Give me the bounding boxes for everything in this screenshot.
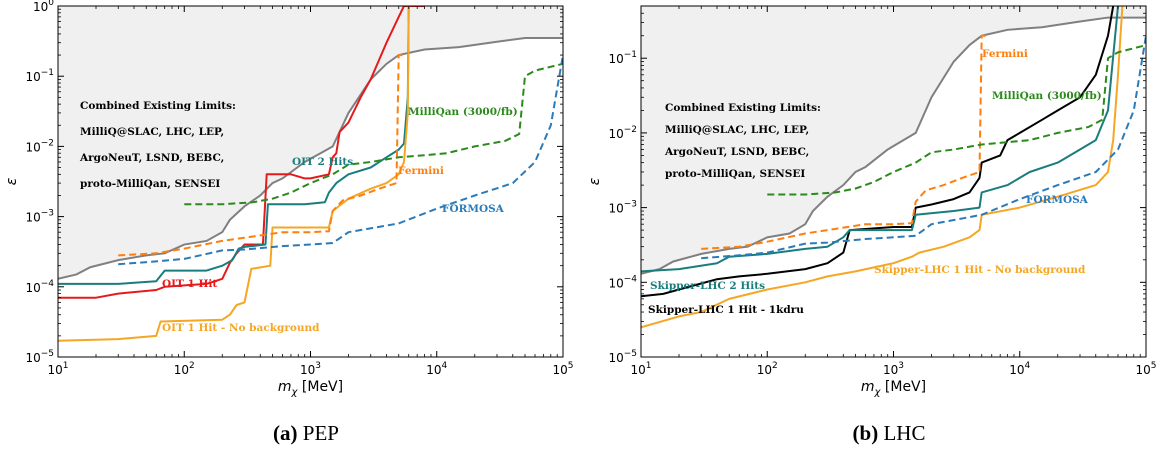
existing-limits-text-line: Combined Existing Limits: [665, 102, 821, 114]
x-tick-label: 103 [883, 361, 904, 377]
existing-limits-text-line: proto-MilliQan, SENSEI [80, 178, 220, 190]
series-line-oit-1-hit [58, 6, 425, 299]
series-line-fermini [701, 34, 987, 250]
existing-limits-region [58, 6, 563, 279]
existing-limits-region [641, 6, 1146, 274]
x-tick-label: 102 [174, 361, 195, 377]
series-line-formosa [701, 35, 1146, 260]
existing-limits-text-line: MilliQ@SLAC, LHC, LEP, [665, 124, 809, 136]
existing-limits-text-line: MilliQ@SLAC, LHC, LEP, [80, 126, 224, 138]
panel-caption: (b) LHC [853, 421, 926, 445]
chart-panel-2: 101 102 103 104 105 10−5 10−4 10−3 10−2 10−1 mχ [M… [587, 5, 1157, 445]
series-line-formosa [118, 54, 563, 266]
series-label-milliqan-3000-fb-: MilliQan (3000/fb) [408, 106, 518, 118]
chart-panel-1: 101 102 103 104 105 10−5 10−4 10−3 10−2 10−1 100 mχ… [4, 0, 574, 445]
x-tick-label: 102 [757, 361, 778, 377]
existing-limits-line [58, 37, 563, 280]
y-tick-label: 10−1 [25, 68, 54, 84]
existing-limits-text-line: proto-MilliQan, SENSEI [665, 168, 805, 180]
x-tick-label: 104 [1009, 361, 1030, 377]
series-label-oit-1-hit-no-background: OIT 1 Hit - No background [162, 322, 320, 334]
panel-caption: (a) PEP [273, 421, 339, 445]
series-label-fermini: Fermini [982, 48, 1028, 60]
series-line-skipper-lhc-1-hit-no-background [641, 6, 1124, 329]
x-tick-label: 105 [552, 361, 573, 377]
series-label-formosa: FORMOSA [1026, 194, 1089, 206]
y-tick-label: 10−3 [25, 209, 54, 225]
series-line-milliqan-3000-fb- [767, 44, 1146, 196]
series-line-milliqan-3000-fb- [184, 62, 563, 206]
y-tick-label: 10−1 [608, 50, 637, 66]
y-tick-label: 10−3 [608, 200, 637, 216]
x-axis-label: mχ [MeV] [278, 379, 343, 398]
x-tick-label: 101 [47, 361, 68, 377]
series-label-milliqan-3000-fb-: MilliQan (3000/fb) [992, 90, 1102, 102]
x-tick-label: 105 [1135, 361, 1156, 377]
y-tick-label: 10−5 [608, 349, 637, 365]
existing-limits-line [641, 16, 1146, 275]
series-label-skipper-lhc-1-hit-1kdru: Skipper-LHC 1 Hit - 1kdru [648, 304, 804, 316]
x-tick-label: 103 [300, 361, 321, 377]
existing-limits-text-line: ArgoNeuT, LSND, BEBC, [664, 146, 809, 158]
series-line-skipper-lhc-1-hit-1kdru [641, 6, 1115, 298]
x-axis-label: mχ [MeV] [861, 379, 926, 398]
series-label-formosa: FORMOSA [442, 203, 505, 215]
y-tick-label: 100 [33, 0, 54, 14]
y-tick-label: 10−5 [25, 349, 54, 365]
series-label-fermini: Fermini [398, 165, 444, 177]
series-line-fermini [118, 54, 404, 257]
y-axis-label: ε [4, 177, 20, 185]
y-tick-label: 10−4 [608, 274, 637, 290]
series-label-oit-2-hits: OIT 2 Hits [292, 156, 353, 168]
y-tick-label: 10−4 [25, 279, 54, 295]
x-tick-label: 104 [426, 361, 447, 377]
series-label-skipper-lhc-2-hits: Skipper-LHC 2 Hits [650, 280, 765, 292]
existing-limits-text-line: Combined Existing Limits: [80, 100, 236, 112]
y-tick-label: 10−2 [25, 138, 54, 154]
y-axis-label: ε [587, 177, 603, 185]
series-label-oit-1-hit: OIT 1 Hit [162, 278, 217, 290]
series-line-oit-2-hits [58, 6, 410, 285]
series-label-skipper-lhc-1-hit-no-background: Skipper-LHC 1 Hit - No background [874, 264, 1086, 276]
existing-limits-text-line: ArgoNeuT, LSND, BEBC, [79, 152, 224, 164]
y-tick-label: 10−2 [608, 125, 637, 141]
x-tick-label: 101 [630, 361, 651, 377]
